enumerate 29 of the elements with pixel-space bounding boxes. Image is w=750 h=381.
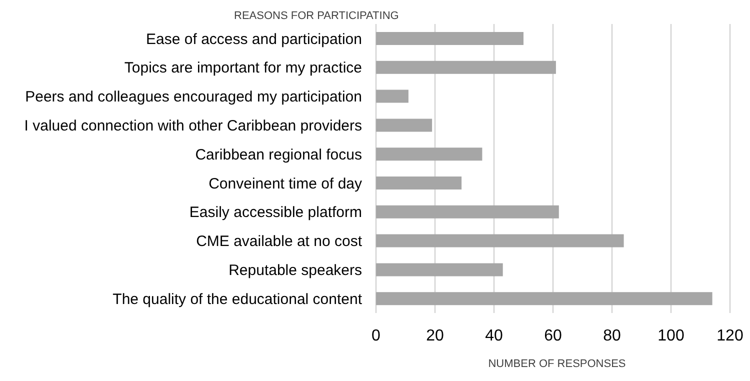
x-tick-label: 20 bbox=[426, 327, 444, 344]
x-axis-title: NUMBER OF RESPONSES bbox=[487, 358, 627, 370]
bar bbox=[376, 32, 524, 45]
x-tick-label: 120 bbox=[716, 327, 744, 344]
y-tick-label: Reputable speakers bbox=[228, 262, 362, 279]
x-tick-label: 60 bbox=[544, 327, 562, 344]
y-tick-label: Easily accessible platform bbox=[189, 204, 362, 222]
x-tick-label: 0 bbox=[372, 327, 381, 344]
y-tick-label: Ease of access and participation bbox=[146, 30, 362, 48]
bar bbox=[376, 234, 624, 248]
x-tick-label: 40 bbox=[485, 327, 503, 344]
bar bbox=[376, 60, 556, 74]
y-tick-label: I valued connection with other Caribbean providers bbox=[24, 117, 362, 134]
bar bbox=[376, 263, 503, 276]
y-tick-label: Peers and colleagues encouraged my participation bbox=[25, 88, 362, 106]
x-tick-label: 100 bbox=[658, 327, 684, 344]
bar bbox=[376, 118, 432, 132]
y-axis-title: REASONS FOR PARTICIPATING bbox=[234, 10, 399, 22]
y-tick-label: The quality of the educational content bbox=[112, 290, 363, 308]
bar bbox=[376, 205, 559, 218]
bar bbox=[376, 176, 462, 190]
y-tick-label: Conveinent time of day bbox=[208, 175, 362, 192]
y-tick-label: Topics are important for my practice bbox=[124, 60, 362, 77]
bar bbox=[376, 90, 408, 103]
bar bbox=[376, 292, 712, 306]
y-tick-label: Caribbean regional focus bbox=[195, 146, 362, 164]
bar bbox=[376, 148, 482, 161]
x-tick-label: 80 bbox=[603, 327, 621, 344]
y-tick-label: CME available at no cost bbox=[196, 233, 363, 250]
